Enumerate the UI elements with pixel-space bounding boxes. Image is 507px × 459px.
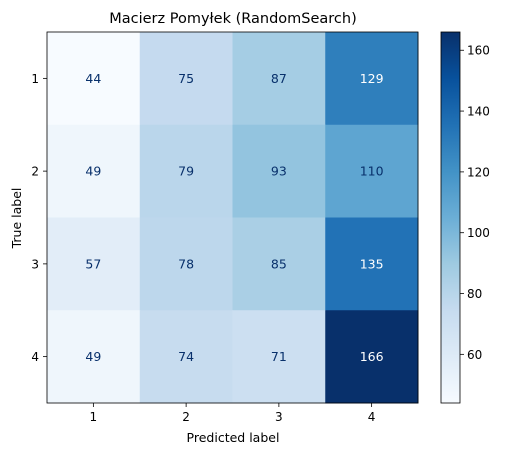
heatmap-cell: [232, 217, 326, 311]
colorbar-tick-label: 100: [467, 226, 490, 240]
heatmap-cell: [139, 217, 233, 311]
y-axis-label: True label: [9, 188, 24, 250]
cell-value-label: 79: [178, 164, 194, 179]
colorbar-tick-label: 160: [467, 44, 490, 58]
x-axis-label: Predicted label: [187, 430, 280, 445]
heatmap-cell: [47, 217, 141, 311]
x-tick-label: 2: [182, 410, 190, 424]
y-axis-ticks: 1 2 3 4: [31, 72, 47, 364]
heatmap-cell: [232, 310, 326, 404]
cell-value-label: 166: [360, 349, 384, 364]
heatmap-cell: [232, 32, 326, 126]
colorbar-gradient: [440, 31, 461, 404]
cell-value-label: 71: [271, 349, 287, 364]
colorbar-tick-label: 120: [467, 165, 490, 179]
heatmap-cell: [47, 124, 141, 218]
y-tick-label: 2: [31, 165, 39, 179]
x-tick-label: 1: [90, 410, 98, 424]
heatmap-cell: [325, 124, 419, 218]
cell-value-label: 49: [85, 349, 101, 364]
cell-value-label: 87: [271, 71, 287, 86]
cell-value-label: 49: [85, 164, 101, 179]
x-tick-label: 4: [368, 410, 376, 424]
y-tick-label: 4: [31, 350, 39, 364]
heatmap-frame: [46, 31, 419, 404]
heatmap-cell: [325, 217, 419, 311]
cell-value-label: 57: [85, 256, 101, 271]
colorbar: 60 80 100 120 140 160: [440, 31, 490, 404]
colorbar-tick-label: 60: [467, 348, 482, 362]
y-tick-label: 3: [31, 257, 39, 271]
heatmap-cell: [325, 310, 419, 404]
cell-value-label: 135: [360, 256, 384, 271]
chart-title: Macierz Pomyłek (RandomSearch): [109, 11, 357, 27]
cell-value-label: 75: [178, 71, 194, 86]
heatmap-cell: [47, 32, 141, 126]
heatmap-cell: [232, 124, 326, 218]
cell-value-label: 129: [360, 71, 384, 86]
heatmap-cell: [139, 124, 233, 218]
heatmap-cell: [139, 32, 233, 126]
heatmap-cells: 44 75 87 129 49 79 93 110 57 78 85 135 49 74 71 166: [46, 31, 419, 404]
heatmap-cell: [47, 310, 141, 404]
x-axis-ticks: 1 2 3 4: [90, 403, 376, 424]
colorbar-tick-label: 80: [467, 287, 482, 301]
heatmap-cell: [325, 32, 419, 126]
cell-value-label: 44: [85, 71, 101, 86]
cell-value-label: 93: [271, 164, 287, 179]
x-tick-label: 3: [275, 410, 283, 424]
y-tick-label: 1: [31, 72, 39, 86]
heatmap-cell: [139, 310, 233, 404]
colorbar-tick-label: 140: [467, 105, 490, 119]
cell-value-label: 110: [360, 164, 384, 179]
cell-value-label: 74: [178, 349, 194, 364]
cell-value-label: 85: [271, 256, 287, 271]
cell-value-label: 78: [178, 256, 194, 271]
